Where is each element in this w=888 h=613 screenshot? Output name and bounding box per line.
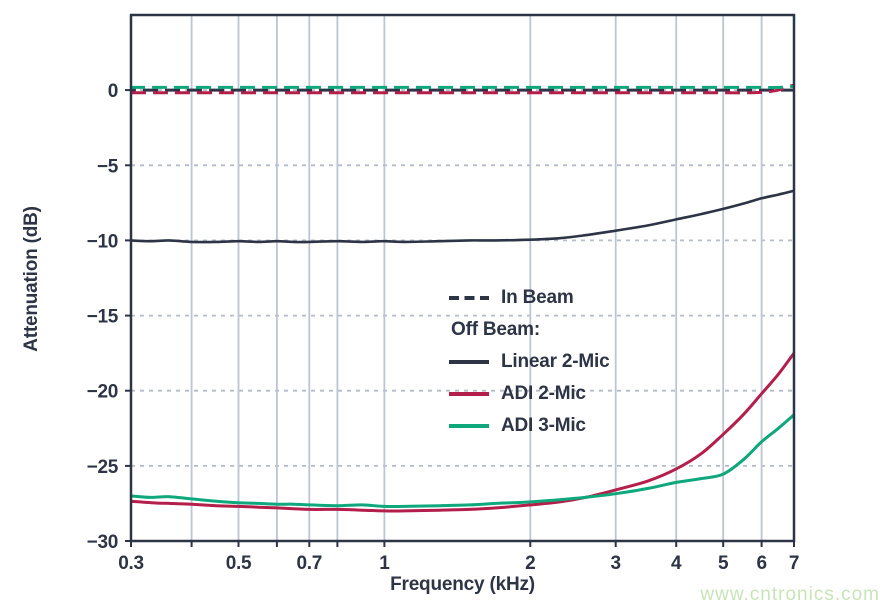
x-tick-label: 4	[671, 553, 682, 574]
x-tick-label: 2	[525, 553, 535, 574]
y-tick-label: −15	[87, 307, 119, 328]
y-tick-label: 0	[108, 81, 118, 102]
solid-line-sample	[449, 391, 489, 396]
series-off-beam-adi-2-mic	[130, 352, 796, 513]
y-axis-title: Attenuation (dB)	[21, 206, 42, 352]
x-tick-label: 0.5	[226, 553, 252, 574]
x-tick-label: 0.3	[118, 553, 144, 574]
legend-item-adi-3-mic: ADI 3-Mic	[448, 413, 609, 438]
solid-line-sample	[449, 359, 489, 364]
watermark: www.cntronics.com	[700, 584, 880, 605]
dashed-line-sample	[449, 295, 489, 300]
solid-line-sample	[449, 423, 489, 428]
legend-label-adi-2-mic: ADI 2-Mic	[501, 382, 586, 404]
legend-label-in-beam: In Beam	[501, 286, 574, 308]
series-off-beam-linear-2-mic	[130, 189, 795, 244]
series-in-beam-adi-2-mic-	[131, 83, 795, 95]
legend: In Beam Off Beam: Linear 2-Mic ADI 2-Mic…	[448, 285, 610, 438]
legend-heading-off-beam: Off Beam:	[451, 317, 609, 342]
series-off-beam-adi-3-mic	[130, 413, 795, 509]
x-tick-label: 5	[718, 553, 729, 574]
plot-frame	[129, 13, 796, 543]
x-tick-label: 1	[379, 553, 390, 574]
legend-label-off-beam: Off Beam:	[451, 318, 540, 340]
x-tick-label: 3	[611, 553, 621, 574]
legend-label-linear-2-mic: Linear 2-Mic	[501, 350, 610, 372]
y-tick-label: −30	[87, 532, 118, 553]
y-tick-label: −25	[87, 457, 119, 478]
legend-item-in-beam: In Beam	[448, 285, 609, 310]
legend-item-adi-2-mic: ADI 2-Mic	[448, 381, 609, 406]
series-in-beam-adi-3-mic-	[131, 84, 795, 89]
y-tick-label: −10	[87, 231, 118, 252]
x-axis-title: Frequency (kHz)	[390, 574, 535, 595]
legend-label-adi-3-mic: ADI 3-Mic	[501, 414, 586, 436]
x-tick-label: 0.7	[297, 553, 323, 574]
legend-item-linear-2-mic: Linear 2-Mic	[448, 349, 610, 374]
y-tick-label: −5	[97, 156, 119, 177]
x-tick-label: 7	[789, 553, 799, 574]
y-tick-label: −20	[87, 382, 118, 403]
x-tick-label: 6	[756, 553, 766, 574]
